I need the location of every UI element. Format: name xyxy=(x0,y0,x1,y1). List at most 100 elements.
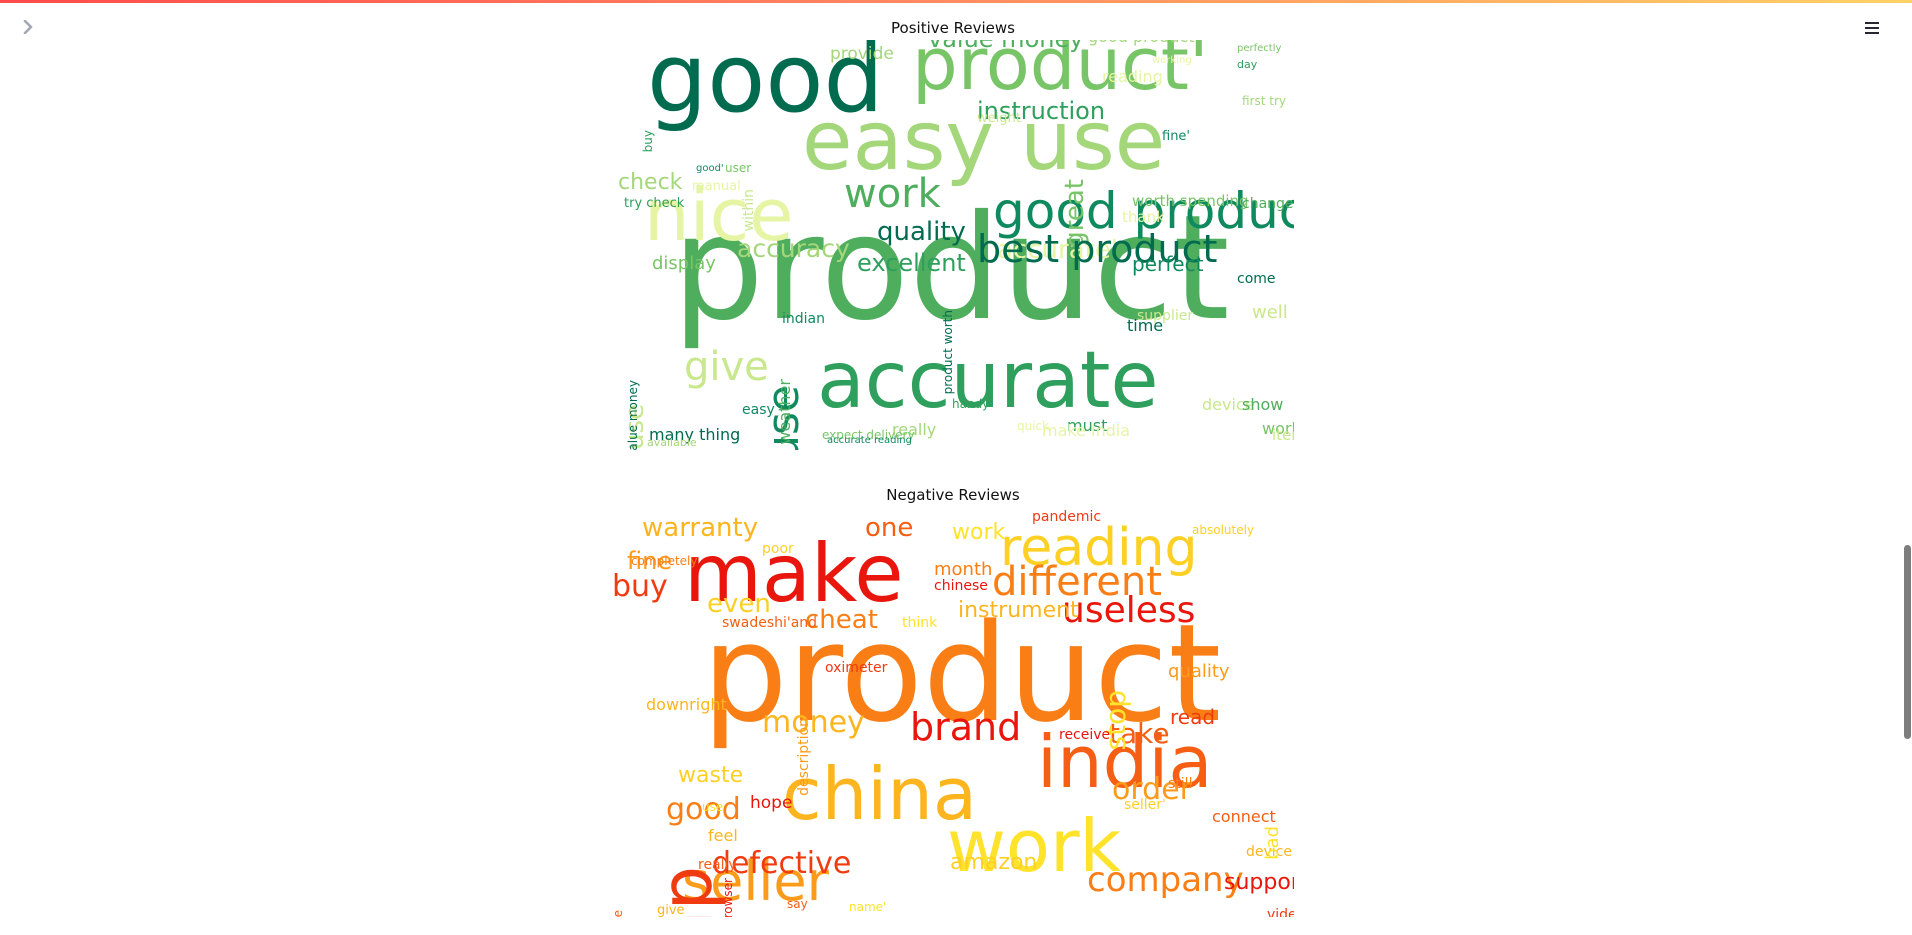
positive-cloud-word: check xyxy=(618,170,683,196)
positive-cloud-word: well xyxy=(1252,301,1288,323)
positive-cloud-word: buy xyxy=(641,130,655,153)
hamburger-menu-icon-svg xyxy=(1865,22,1879,34)
negative-reviews-title: Negative Reviews xyxy=(886,486,1020,504)
positive-cloud-word: good product xyxy=(993,182,1294,240)
negative-cloud-word: still xyxy=(1168,775,1193,792)
positive-cloud-word: first try xyxy=(1242,94,1287,109)
negative-word-cloud: productmakechinaindiaworksellercheapread… xyxy=(612,507,1294,917)
negative-cloud-word: work xyxy=(947,804,1122,889)
negative-cloud-word: useless xyxy=(1062,590,1196,632)
positive-cloud-word: really xyxy=(892,420,937,440)
positive-cloud-word: nice xyxy=(644,173,794,258)
negative-cloud-word: waste xyxy=(678,763,744,789)
positive-cloud-word: item xyxy=(1272,426,1294,444)
positive-cloud-word: display xyxy=(652,252,716,274)
positive-cloud-word: accurate reading xyxy=(827,435,912,446)
positive-cloud-word: side weather xyxy=(775,379,794,450)
positive-cloud-word: available xyxy=(647,436,697,450)
positive-cloud-word: must xyxy=(1067,416,1108,436)
negative-cloud-word: bad xyxy=(1262,825,1283,860)
negative-cloud-word: good xyxy=(666,792,741,827)
negative-cloud-word: use xyxy=(702,800,724,815)
positive-cloud-word: best product xyxy=(977,226,1218,271)
positive-cloud-word: product xyxy=(672,184,1230,353)
positive-cloud-word: good xyxy=(647,40,884,134)
negative-cloud-word: seller xyxy=(682,849,829,913)
negative-cloud-word: instrument xyxy=(958,598,1079,624)
negative-cloud-word: take xyxy=(1109,716,1170,750)
positive-cloud-word: time xyxy=(1127,316,1164,336)
negative-cloud-word: absolutely xyxy=(1192,523,1255,538)
negative-cloud-word: defective xyxy=(712,846,852,881)
positive-cloud-word: accurate xyxy=(817,335,1159,426)
negative-cloud-word: oximeter xyxy=(825,659,888,676)
positive-cloud-word: worth spending xyxy=(1132,192,1249,210)
positive-cloud-word: product worth xyxy=(941,310,955,395)
negative-cloud-word: support xyxy=(1224,870,1294,896)
positive-cloud-word: easy xyxy=(742,401,775,418)
hamburger-menu-icon[interactable] xyxy=(1860,16,1884,40)
negative-cloud-word: feel xyxy=(708,826,738,846)
negative-cloud-word: india xyxy=(1037,720,1213,805)
positive-cloud-word: fine' xyxy=(1162,128,1190,144)
negative-cloud-word: hope xyxy=(750,793,793,814)
negative-cloud-word: different xyxy=(992,559,1162,605)
negative-cloud-word: read xyxy=(1170,705,1216,729)
positive-cloud-word: day xyxy=(1237,58,1258,72)
positive-cloud-word: try check xyxy=(624,195,685,211)
positive-cloud-word: show xyxy=(1242,395,1284,415)
positive-cloud-word: change xyxy=(1242,195,1294,212)
positive-cloud-word: quick xyxy=(1017,419,1050,434)
positive-cloud-word: handy xyxy=(952,397,990,412)
positive-cloud-word: supplier xyxy=(1137,307,1194,324)
positive-cloud-word: manual xyxy=(692,178,741,194)
chevron-right-icon-svg xyxy=(23,20,33,34)
positive-cloud-word: working xyxy=(1152,55,1192,66)
top-decoration-bar xyxy=(0,0,1912,3)
positive-cloud-word: value money xyxy=(626,380,640,450)
negative-cloud-word: brand xyxy=(910,704,1022,749)
positive-cloud-word: product' xyxy=(912,40,1209,107)
positive-cloud-word: user xyxy=(725,161,752,176)
positive-cloud-word: work xyxy=(844,171,941,217)
negative-cloud-word: description xyxy=(796,717,812,796)
negative-cloud-word: browser xyxy=(721,878,735,917)
negative-cloud-word: video xyxy=(1267,906,1294,917)
negative-cloud-word: seller' xyxy=(1124,796,1166,813)
positive-cloud-word: accurate' xyxy=(997,235,1118,266)
positive-cloud-word: good' xyxy=(696,163,724,174)
positive-cloud-word: perfect xyxy=(1132,252,1204,276)
positive-cloud-word: perfectly xyxy=(1237,43,1282,54)
negative-cloud-word: name' xyxy=(849,900,887,915)
negative-cloud-word: device xyxy=(1246,843,1292,860)
positive-cloud-word: value money' xyxy=(928,40,1090,51)
negative-cloud-word: wish xyxy=(1272,916,1294,917)
negative-cloud-word: order xyxy=(1112,772,1192,807)
negative-cloud-word: month xyxy=(934,558,993,580)
positive-cloud-word: expect delivery xyxy=(822,428,915,443)
negative-cloud-word: cheat xyxy=(805,605,878,636)
positive-cloud-word: give xyxy=(684,344,769,390)
positive-cloud-word: good product' xyxy=(1088,40,1199,45)
negative-cloud-word: really xyxy=(698,856,737,873)
positive-cloud-word: make india xyxy=(1042,421,1131,441)
negative-cloud-word: fine xyxy=(627,546,673,575)
positive-cloud-word: weight xyxy=(977,110,1021,126)
negative-cloud-word: pandemic xyxy=(1032,508,1102,525)
negative-cloud-word: give xyxy=(657,902,685,917)
negative-cloud-word: warranty xyxy=(642,513,759,544)
negative-cloud-word: downright xyxy=(646,695,727,715)
chevron-right-icon[interactable] xyxy=(18,17,38,37)
negative-cloud-word: company xyxy=(1087,859,1244,900)
negative-cloud-word: buy xyxy=(612,569,668,604)
negative-cloud-word: completely xyxy=(631,554,698,569)
positive-cloud-word: thank xyxy=(1122,208,1165,226)
negative-cloud-word: poor xyxy=(762,540,794,557)
negative-cloud-word: product xyxy=(702,595,1222,752)
positive-cloud-word: accuracy xyxy=(737,234,850,263)
negative-cloud-word: think xyxy=(902,614,938,631)
page-scrollbar[interactable] xyxy=(1902,0,1912,935)
negative-cloud-word: even xyxy=(707,589,771,620)
scrollbar-thumb[interactable] xyxy=(1904,545,1911,739)
